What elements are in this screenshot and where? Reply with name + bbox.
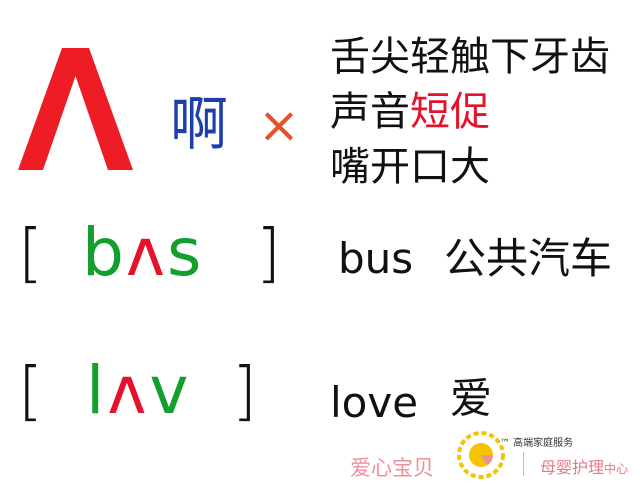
brand-name-right-small: 中心: [604, 462, 629, 476]
example-word-bus: bus: [338, 234, 414, 283]
wrong-cross-icon: ×: [258, 96, 300, 154]
bracket-open: [: [18, 355, 43, 429]
phonetic-love: lʌv: [86, 358, 191, 424]
bracket-open: [: [18, 217, 43, 291]
brand-sun-logo-icon: [457, 431, 505, 479]
bracket-close: ]: [232, 355, 257, 429]
phonetic-vowel: ʌ: [107, 352, 150, 429]
phonetic-letter: l: [86, 352, 108, 429]
tip-sound-highlight: 短促: [410, 89, 490, 135]
brand-divider: [523, 452, 524, 476]
bracket-close: ]: [256, 217, 281, 291]
example-word-love: love: [330, 378, 419, 427]
tip-sound-prefix: 声音: [330, 89, 410, 135]
brand-tagline: ™ 高端家庭服务: [500, 438, 574, 449]
phonetic-bus: bʌs: [82, 220, 203, 286]
vowel-symbol-caret: [18, 48, 133, 170]
phonetic-vowel: ʌ: [125, 214, 167, 291]
example-meaning-love: 爱: [450, 374, 493, 423]
tip-mouth: 嘴开口大: [330, 144, 490, 190]
brand-name-right-main: 母婴护理: [540, 458, 605, 477]
tip-tongue: 舌尖轻触下牙齿: [330, 34, 610, 80]
tip-sound: 声音短促: [330, 92, 490, 132]
phonetic-letter: v: [149, 352, 192, 429]
phonetic-letter: b: [82, 214, 126, 291]
chinese-hint-char: 啊: [170, 90, 229, 158]
phonetic-letter: s: [166, 214, 204, 291]
brand-name-right: 母婴护理中心: [540, 454, 628, 478]
example-meaning-bus: 公共汽车: [444, 234, 613, 283]
brand-name-left: 爱心宝贝: [350, 456, 434, 480]
